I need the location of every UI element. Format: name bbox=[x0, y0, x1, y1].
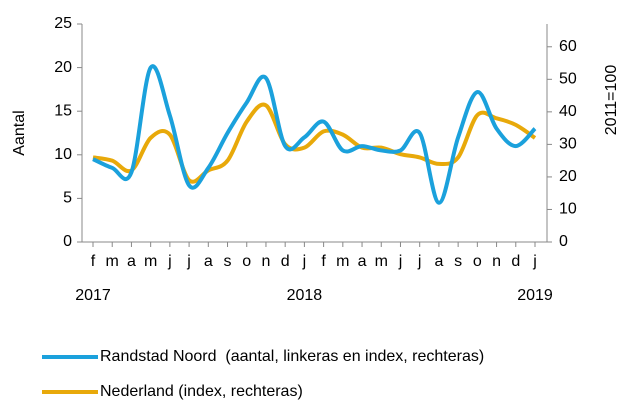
x-tick-label: j bbox=[417, 253, 422, 270]
x-tick-label: a bbox=[434, 253, 443, 270]
x-tick-label: f bbox=[91, 253, 96, 270]
x-tick-label: j bbox=[186, 253, 191, 270]
x-tick-label: n bbox=[492, 253, 501, 270]
y-tick-label: 0 bbox=[63, 233, 72, 250]
x-tick-label: n bbox=[262, 253, 271, 270]
series-line bbox=[92, 102, 537, 184]
y2-tick-label: 0 bbox=[559, 233, 568, 250]
y-tick-label: 20 bbox=[54, 59, 72, 76]
y2-tick-label: 50 bbox=[559, 71, 577, 88]
x-tick-label: d bbox=[281, 253, 290, 270]
series-line bbox=[92, 64, 537, 205]
x-tick-label: o bbox=[473, 253, 482, 270]
year-label: 2018 bbox=[287, 287, 323, 304]
x-tick-label: j bbox=[167, 253, 172, 270]
year-label: 2017 bbox=[75, 287, 111, 304]
y2-axis-label: 2011=100 bbox=[603, 65, 620, 136]
x-tick-label: d bbox=[511, 253, 520, 270]
y-tick-label: 25 bbox=[54, 15, 72, 32]
y2-tick-label: 20 bbox=[559, 168, 577, 185]
x-tick-label: m bbox=[106, 253, 119, 270]
y-tick-label: 10 bbox=[54, 146, 72, 163]
year-label: 2019 bbox=[517, 287, 553, 304]
legend-label: Nederland (index, rechteras) bbox=[100, 383, 303, 400]
x-tick-label: o bbox=[242, 253, 251, 270]
x-tick-label: j bbox=[398, 253, 403, 270]
y-tick-label: 15 bbox=[54, 102, 72, 119]
y-axis-label: Aantal bbox=[11, 110, 28, 155]
x-tick-label: j bbox=[302, 253, 307, 270]
y2-tick-label: 40 bbox=[559, 103, 577, 120]
x-tick-label: a bbox=[358, 253, 367, 270]
legend-label: Randstad Noord (aantal, linkeras en inde… bbox=[100, 348, 484, 365]
y2-tick-label: 10 bbox=[559, 201, 577, 218]
x-tick-label: s bbox=[224, 253, 232, 270]
x-tick-label: m bbox=[336, 253, 349, 270]
y-tick-label: 5 bbox=[63, 190, 72, 207]
y2-tick-label: 60 bbox=[559, 38, 577, 55]
x-tick-label: a bbox=[127, 253, 136, 270]
x-tick-label: m bbox=[144, 253, 157, 270]
x-tick-label: s bbox=[454, 253, 462, 270]
y2-tick-label: 30 bbox=[559, 136, 577, 153]
x-tick-label: m bbox=[375, 253, 388, 270]
x-tick-label: j bbox=[532, 253, 537, 270]
x-tick-label: a bbox=[204, 253, 213, 270]
x-tick-label: f bbox=[321, 253, 326, 270]
